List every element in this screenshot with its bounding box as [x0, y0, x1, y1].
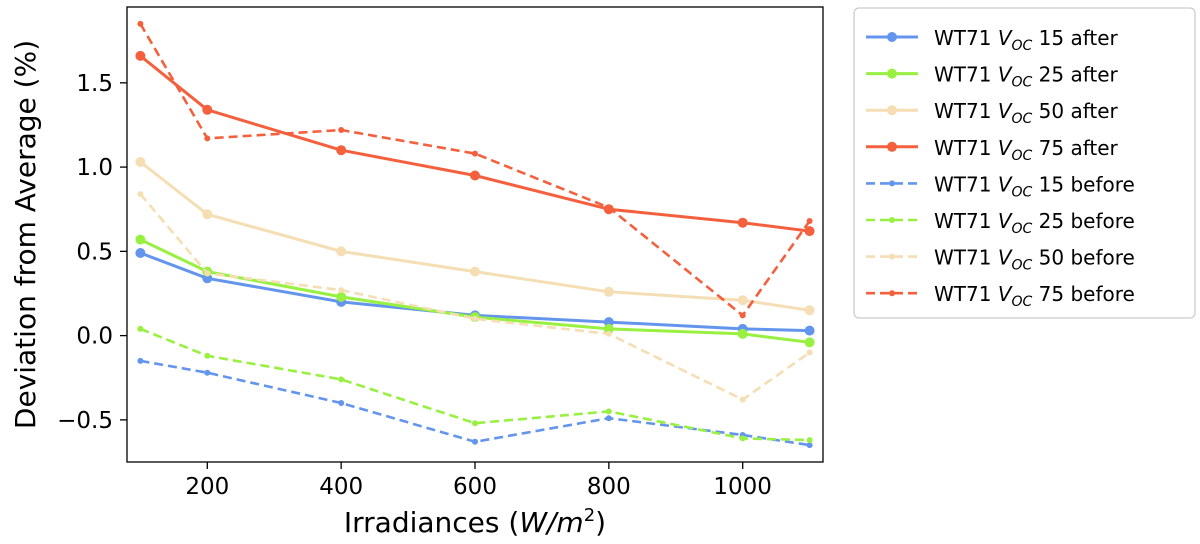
data-point — [202, 209, 213, 220]
data-point — [202, 104, 213, 115]
data-point — [605, 408, 612, 415]
data-point — [605, 415, 612, 422]
data-point — [338, 376, 345, 383]
legend-marker — [887, 141, 897, 152]
x-axis-label: Irradiances (W/m2) — [344, 505, 606, 539]
legend-label: WT71 VOC 50 before — [934, 246, 1135, 274]
x-tick-label: 800 — [587, 474, 631, 500]
data-point — [737, 328, 748, 339]
data-point — [603, 323, 614, 334]
x-tick-label: 600 — [453, 474, 497, 500]
data-point — [135, 248, 146, 258]
data-point — [137, 357, 144, 364]
series-5 — [137, 325, 813, 444]
data-point — [204, 352, 211, 359]
data-point — [137, 20, 144, 27]
legend-label: WT71 VOC 25 before — [934, 209, 1135, 237]
data-point — [739, 312, 746, 319]
y-tick-label: 1.0 — [76, 155, 113, 181]
y-tick-label: 0.0 — [76, 324, 113, 350]
data-point — [806, 442, 813, 449]
x-tick-label: 200 — [185, 474, 229, 500]
legend-entry: WT71 VOC 50 after — [866, 99, 1119, 127]
y-tick-label: −0.5 — [57, 408, 113, 434]
legend-label: WT71 VOC 25 after — [934, 63, 1119, 91]
data-point — [135, 157, 146, 167]
series-2 — [135, 157, 815, 316]
legend-entry: WT71 VOC 15 after — [866, 26, 1119, 54]
legend-entry: WT71 VOC 50 before — [866, 246, 1135, 274]
series-3 — [135, 50, 815, 237]
data-point — [603, 286, 614, 297]
legend-entry: WT71 VOC 75 before — [866, 282, 1135, 310]
data-point — [336, 246, 347, 257]
data-point — [605, 204, 612, 211]
data-point — [472, 315, 478, 322]
data-point — [338, 127, 345, 133]
y-tick-label: 0.5 — [76, 239, 113, 265]
data-point — [472, 438, 478, 445]
data-point — [804, 305, 815, 316]
legend-label: WT71 VOC 75 before — [934, 282, 1135, 310]
y-axis: −0.5 0.0 0.5 1.0 1.5 — [57, 71, 127, 434]
y-axis-label: Deviation from Average (%) — [9, 40, 42, 429]
data-point — [605, 330, 612, 337]
legend-marker — [889, 180, 895, 187]
series-7 — [137, 20, 813, 319]
legend-marker — [887, 68, 897, 79]
legend-label: WT71 VOC 75 after — [934, 136, 1119, 164]
y-tick-label: 1.5 — [76, 71, 113, 97]
data-point — [470, 170, 480, 181]
data-point — [806, 437, 813, 444]
data-point — [204, 135, 211, 142]
data-point — [739, 396, 746, 403]
data-point — [804, 337, 815, 348]
data-point — [137, 191, 144, 198]
legend-label: WT71 VOC 15 before — [934, 172, 1135, 200]
legend-entry: WT71 VOC 25 after — [866, 63, 1119, 91]
legend-entry: WT71 VOC 15 before — [866, 172, 1135, 200]
data-point — [137, 325, 144, 332]
data-point — [806, 218, 813, 224]
data-point — [470, 266, 480, 277]
series-6 — [137, 191, 813, 403]
data-point — [338, 400, 345, 406]
data-point — [135, 234, 146, 245]
data-point — [472, 420, 478, 427]
data-point — [737, 217, 748, 228]
data-point — [804, 226, 815, 237]
data-point — [204, 270, 211, 277]
legend-marker — [887, 105, 897, 116]
legend-entry: WT71 VOC 25 before — [866, 209, 1135, 237]
data-point — [806, 349, 813, 356]
data-point — [336, 291, 347, 302]
legend-frame — [853, 7, 1196, 319]
x-tick-label: 1000 — [713, 474, 772, 500]
legend-entry: WT71 VOC 75 after — [866, 136, 1119, 164]
legend-label: WT71 VOC 50 after — [934, 99, 1119, 127]
data-point — [336, 145, 347, 156]
legend-marker — [889, 253, 895, 260]
legend-marker — [889, 290, 895, 297]
data-point — [737, 295, 748, 306]
x-axis: 200 400 600 800 1000 — [185, 462, 772, 500]
data-point — [472, 150, 478, 157]
data-point — [204, 369, 211, 376]
series-layer — [135, 20, 815, 449]
x-tick-label: 400 — [319, 474, 363, 500]
legend-entries: WT71 VOC 15 after WT71 VOC 25 after WT71 V… — [866, 26, 1135, 310]
plot-area — [127, 7, 823, 462]
data-point — [135, 50, 146, 61]
data-point — [804, 325, 815, 336]
legend-marker — [889, 217, 895, 223]
legend-marker — [887, 32, 897, 42]
data-point — [338, 287, 345, 294]
legend-label: WT71 VOC 15 after — [934, 26, 1119, 54]
legend: WT71 VOC 15 after WT71 VOC 25 after WT71 V… — [853, 7, 1196, 319]
data-point — [739, 435, 746, 442]
